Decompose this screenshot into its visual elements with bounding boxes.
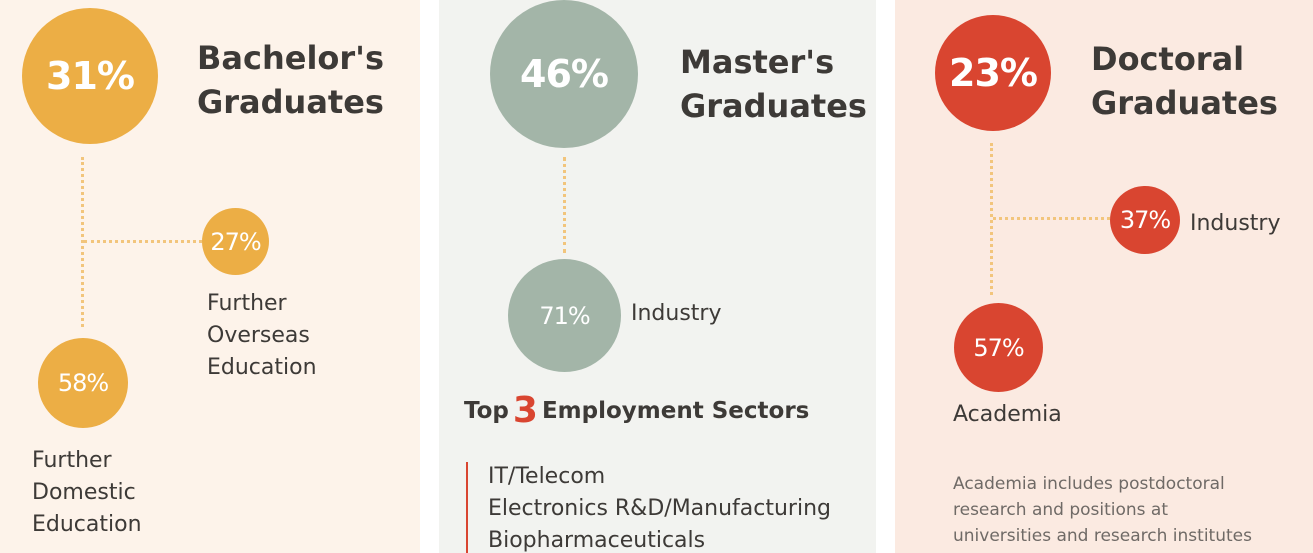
sector-item-it-telecom: IT/Telecom bbox=[488, 464, 606, 489]
master-industry-label: Industry bbox=[631, 301, 722, 326]
doctoral-percent-circle: 23% bbox=[935, 15, 1051, 131]
sectors-accent-bar bbox=[466, 462, 468, 553]
bachelor-title-line2: Graduates bbox=[197, 83, 384, 121]
bachelor-panel: 31% Bachelor's Graduates 27% Further Ove… bbox=[0, 0, 420, 553]
bachelor-connector-horizontal bbox=[84, 240, 202, 243]
doctoral-title-line1: Doctoral bbox=[1091, 40, 1245, 78]
domestic-label-line2: Domestic bbox=[32, 480, 136, 505]
doctoral-title-line2: Graduates bbox=[1091, 84, 1278, 122]
top-sectors-suffix: Employment Sectors bbox=[541, 398, 810, 424]
academia-note-line1: Academia includes postdoctoral bbox=[953, 474, 1225, 494]
doctoral-title: Doctoral Graduates bbox=[1091, 37, 1278, 125]
sector-item-electronics: Electronics R&D/Manufacturing bbox=[488, 496, 831, 521]
overseas-label-line2: Overseas bbox=[207, 323, 310, 348]
doctoral-panel: 23% Doctoral Graduates 37% Industry 57% … bbox=[895, 0, 1313, 553]
bachelor-title: Bachelor's Graduates bbox=[197, 36, 384, 124]
overseas-percent-circle: 27% bbox=[202, 208, 269, 275]
master-title-line2: Graduates bbox=[680, 87, 867, 125]
doctoral-connector-vertical bbox=[990, 143, 993, 295]
top-sectors-number: 3 bbox=[512, 390, 538, 431]
academia-label: Academia bbox=[953, 402, 1062, 427]
master-percent-circle: 46% bbox=[490, 0, 638, 148]
domestic-percent-circle: 58% bbox=[38, 338, 128, 428]
domestic-label: Further Domestic Education bbox=[32, 445, 142, 541]
sector-list: IT/Telecom Electronics R&D/Manufacturing… bbox=[488, 461, 831, 553]
bachelor-percent-circle: 31% bbox=[22, 8, 158, 144]
domestic-label-line1: Further bbox=[32, 448, 112, 473]
overseas-label-line1: Further bbox=[207, 291, 287, 316]
master-title-line1: Master's bbox=[680, 43, 835, 81]
doctoral-industry-label: Industry bbox=[1190, 211, 1281, 236]
domestic-label-line3: Education bbox=[32, 512, 142, 537]
overseas-label-line3: Education bbox=[207, 355, 317, 380]
academia-note-line2: research and positions at bbox=[953, 500, 1169, 520]
bachelor-connector-vertical bbox=[81, 157, 84, 327]
academia-percent-circle: 57% bbox=[954, 303, 1043, 392]
doctoral-industry-percent-circle: 37% bbox=[1110, 186, 1180, 254]
master-connector-vertical bbox=[563, 157, 566, 253]
top-sectors-heading: Top 3 Employment Sectors bbox=[464, 390, 809, 431]
top-sectors-prefix: Top bbox=[464, 398, 509, 424]
master-title: Master's Graduates bbox=[680, 40, 867, 128]
master-industry-percent-circle: 71% bbox=[508, 259, 621, 372]
overseas-label: Further Overseas Education bbox=[207, 288, 317, 384]
master-panel: 46% Master's Graduates 71% Industry Top 3… bbox=[439, 0, 876, 553]
bachelor-title-line1: Bachelor's bbox=[197, 39, 385, 77]
academia-note: Academia includes postdoctoral research … bbox=[953, 471, 1252, 549]
doctoral-connector-horizontal bbox=[993, 217, 1110, 220]
academia-note-line3: universities and research institutes bbox=[953, 526, 1252, 546]
sector-item-biopharma: Biopharmaceuticals bbox=[488, 528, 706, 553]
